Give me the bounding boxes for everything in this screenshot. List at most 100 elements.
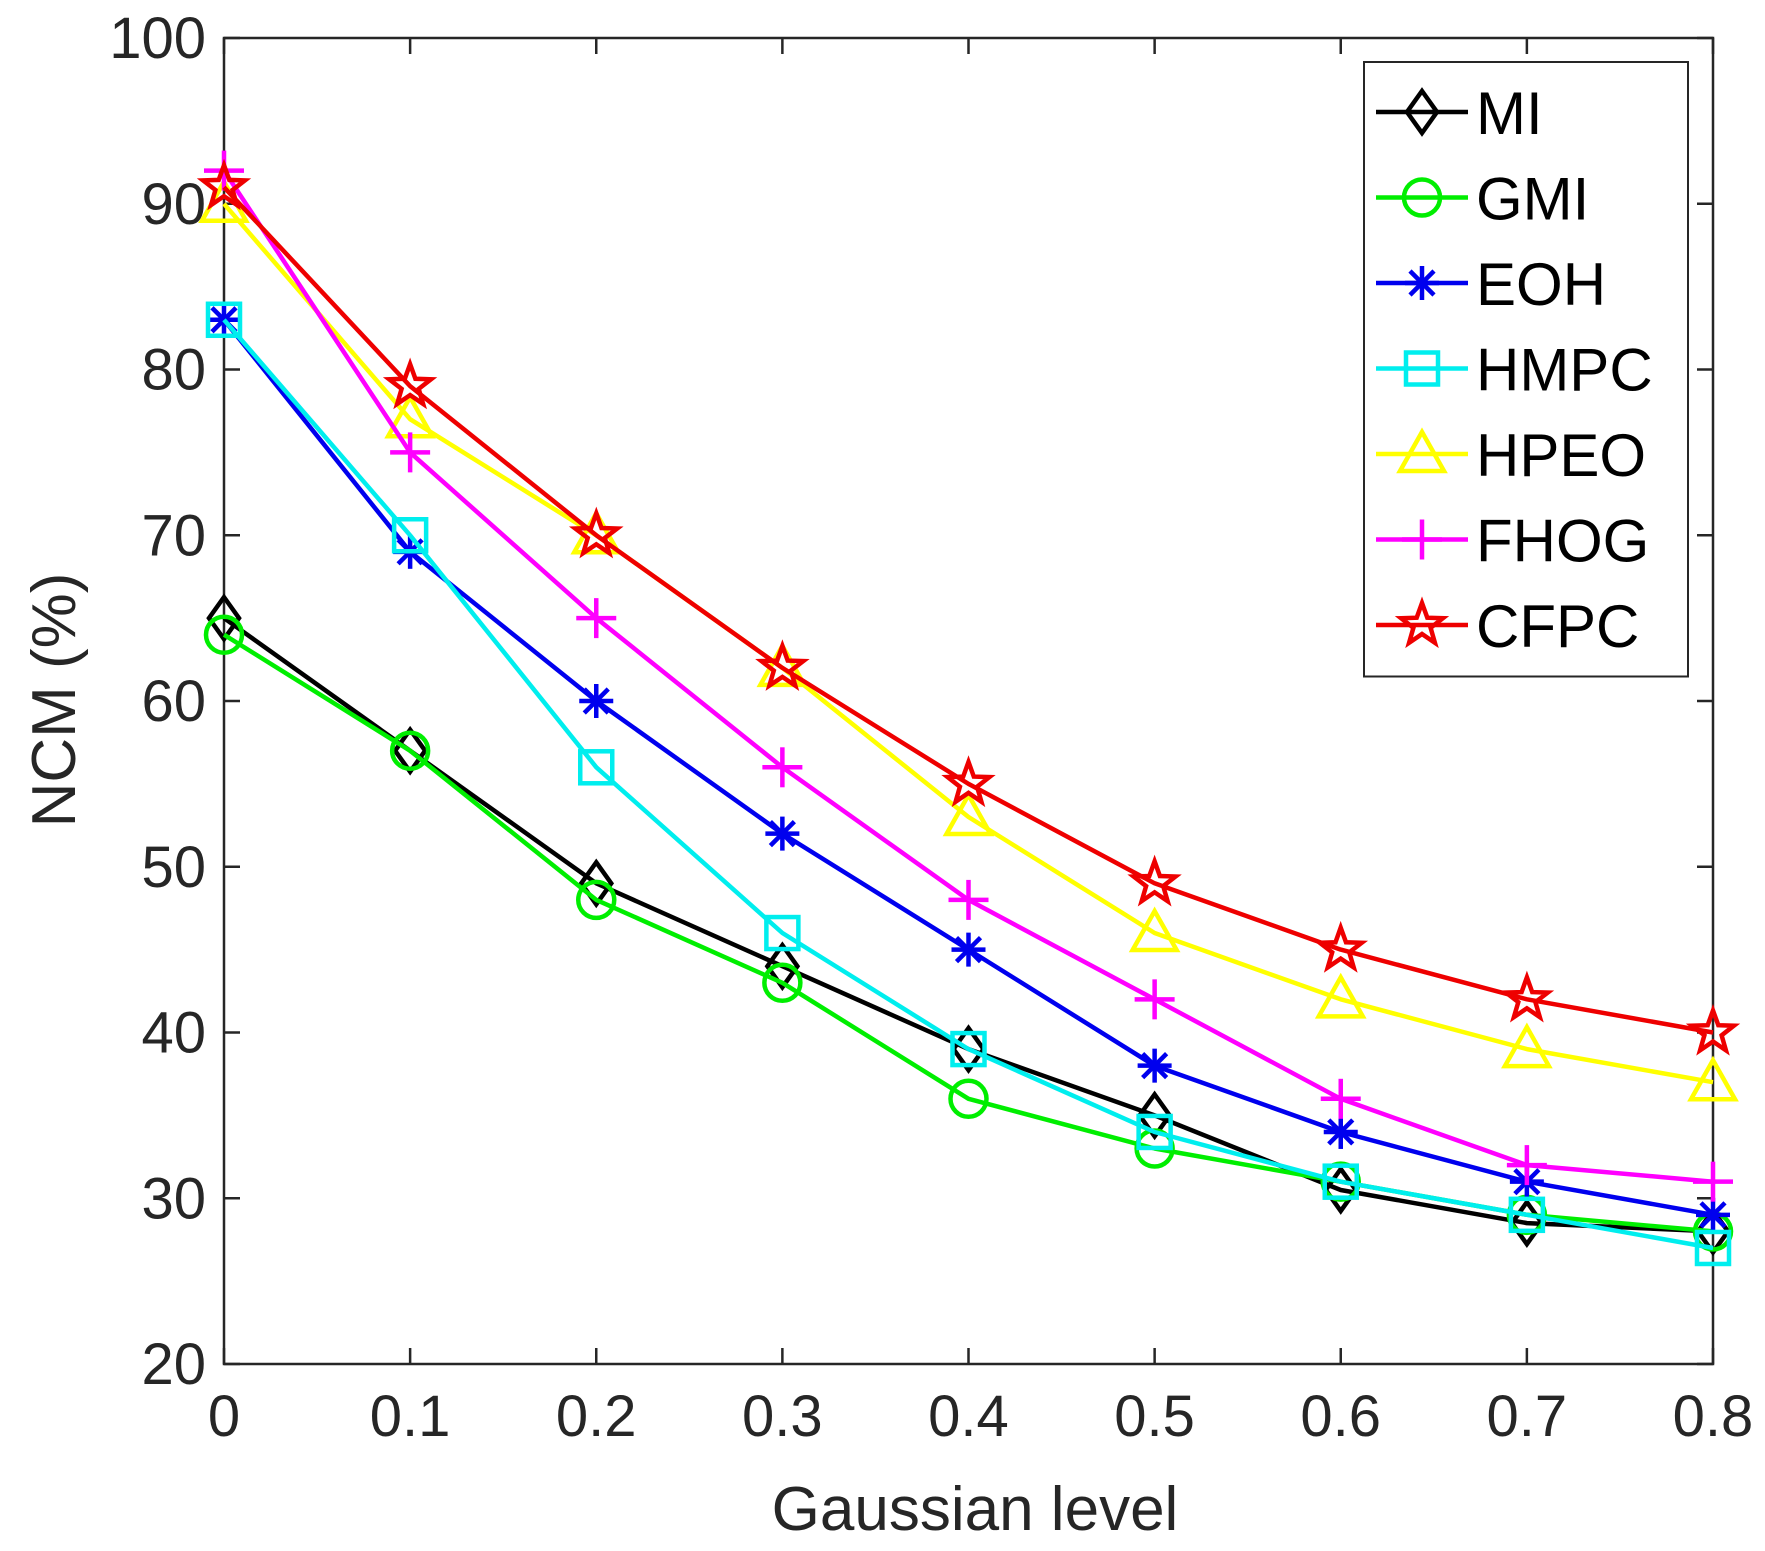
data-point-mi — [206, 593, 242, 643]
data-point-mi — [764, 941, 801, 992]
data-point-hmpc — [205, 301, 243, 339]
legend-item-hmpc: HMPC — [1376, 337, 1653, 404]
x-axis-title: Gaussian level — [772, 1475, 1179, 1544]
series-line-cfpc — [222, 185, 1714, 1035]
data-point-hmpc — [578, 749, 615, 786]
data-point-cfpc — [382, 357, 438, 410]
data-point-gmi — [948, 1078, 989, 1120]
x-tick-label: 0.6 — [1300, 1384, 1381, 1449]
data-point-hmpc — [764, 914, 801, 952]
series-group — [196, 150, 1741, 1267]
legend-marker — [1404, 87, 1440, 137]
data-point-mi — [1136, 1090, 1173, 1141]
data-point-cfpc — [941, 755, 996, 808]
data-point-gmi — [203, 614, 245, 655]
data-point-fhog — [576, 598, 617, 639]
series-cfpc — [196, 158, 1741, 1056]
data-point-fhog — [1320, 1078, 1361, 1119]
legend-item-mi: MI — [1376, 80, 1543, 147]
data-point-hpeo — [1501, 1022, 1553, 1069]
data-point-fhog — [948, 879, 989, 920]
data-point-hmpc — [1136, 1113, 1173, 1151]
data-point-hpeo — [570, 508, 623, 555]
legend-item-hpeo: HPEO — [1376, 422, 1646, 489]
legend-item-gmi: GMI — [1376, 166, 1589, 233]
y-tick-label: 20 — [141, 1332, 206, 1397]
legend-item-cfpc: CFPC — [1376, 593, 1639, 660]
x-tick-label: 0.7 — [1487, 1384, 1568, 1449]
y-tick-label: 60 — [141, 669, 206, 734]
data-point-eoh — [1696, 1197, 1730, 1232]
x-tick-label: 0.4 — [928, 1384, 1009, 1449]
data-point-hpeo — [1314, 972, 1367, 1019]
data-point-hpeo — [756, 641, 809, 688]
legend-label: GMI — [1476, 166, 1589, 233]
data-point-cfpc — [568, 506, 624, 559]
series-hmpc — [205, 301, 1732, 1267]
series-line-hmpc — [222, 318, 1714, 1251]
data-point-eoh — [1323, 1114, 1358, 1149]
data-point-hpeo — [1128, 906, 1181, 953]
data-point-fhog — [1506, 1145, 1547, 1186]
legend-marker — [1403, 350, 1441, 387]
data-point-gmi — [576, 879, 617, 921]
x-tick-label: 0.1 — [370, 1384, 451, 1449]
y-tick-label: 100 — [109, 6, 206, 71]
marker-stroke — [1141, 1052, 1169, 1080]
legend-label: FHOG — [1476, 508, 1649, 575]
marker-stroke — [768, 820, 796, 848]
y-tick-label: 40 — [141, 1001, 206, 1066]
y-tick-label: 70 — [141, 503, 206, 568]
data-point-fhog — [1134, 979, 1175, 1020]
axes: 20 30 40 50 60 70 80 90 100 0 0.1 0.2 0.3 0.4 0.5 0.6 0.… — [109, 6, 1753, 1449]
data-point-cfpc — [196, 158, 252, 211]
data-point-cfpc — [1313, 920, 1369, 973]
data-point-fhog — [390, 432, 431, 473]
data-point-cfpc — [1685, 1003, 1741, 1056]
data-point-cfpc — [1499, 970, 1555, 1023]
legend-item-fhog: FHOG — [1376, 508, 1649, 575]
y-tick-label: 50 — [141, 835, 206, 900]
x-tick-label: 0 — [208, 1384, 240, 1449]
marker-stroke — [210, 306, 238, 334]
data-point-hmpc — [950, 1030, 987, 1068]
legend-marker — [1402, 519, 1442, 560]
data-point-hpeo — [1687, 1055, 1739, 1102]
data-point-cfpc — [755, 639, 810, 691]
x-tick-label: 0.8 — [1673, 1384, 1754, 1449]
data-point-fhog — [1693, 1161, 1733, 1202]
data-point-eoh — [765, 816, 800, 851]
data-point-fhog — [762, 747, 803, 788]
series-fhog — [204, 150, 1733, 1202]
marker-stroke — [954, 936, 983, 964]
legend-marker — [1396, 427, 1448, 474]
data-point-hmpc — [391, 517, 429, 554]
data-point-eoh — [579, 684, 614, 718]
legend: MI GMI EOH HMPC HPEO FHOG CFPC — [1363, 61, 1689, 678]
y-axis-title: NCM (%) — [20, 573, 89, 828]
legend-label: EOH — [1476, 251, 1606, 318]
legend-marker — [1401, 177, 1443, 218]
data-point-hmpc — [1508, 1196, 1546, 1234]
series-line-hpeo — [222, 202, 1714, 1085]
marker-stroke — [1327, 1118, 1355, 1146]
data-point-mi — [578, 858, 615, 909]
data-point-eoh — [1137, 1048, 1172, 1083]
data-point-hmpc — [1322, 1163, 1359, 1200]
x-tick-label: 0.5 — [1114, 1384, 1195, 1449]
x-tick-label: 0.2 — [556, 1384, 637, 1449]
data-point-gmi — [389, 730, 431, 771]
legend-label: MI — [1476, 80, 1543, 147]
x-tick-label: 0.3 — [742, 1384, 823, 1449]
legend-label: HMPC — [1476, 337, 1653, 404]
data-point-eoh — [951, 932, 986, 967]
y-tick-label: 80 — [141, 338, 206, 403]
data-point-hmpc — [1694, 1229, 1732, 1267]
marker-stroke — [1408, 269, 1436, 297]
data-point-hpeo — [942, 790, 995, 837]
marker-stroke — [1699, 1201, 1727, 1229]
legend-marker — [1394, 596, 1450, 649]
y-tick-label: 30 — [141, 1166, 206, 1231]
legend-item-eoh: EOH — [1376, 251, 1606, 318]
